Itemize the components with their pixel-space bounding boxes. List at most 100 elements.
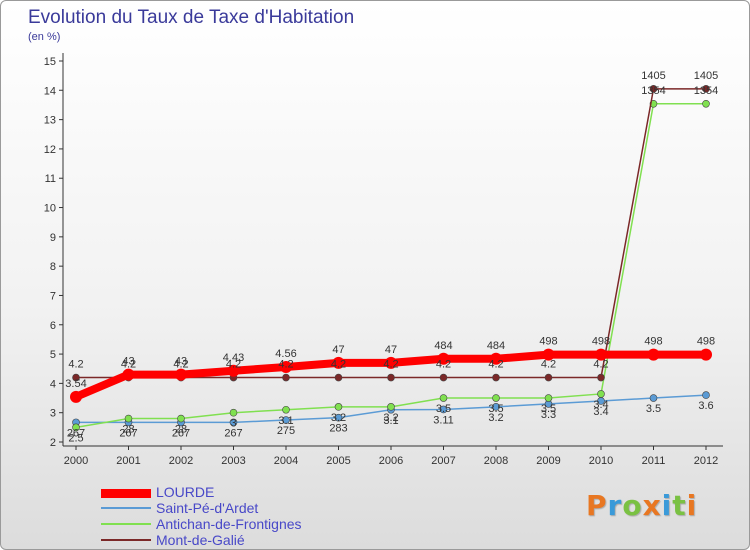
data-label: 47 [385, 344, 397, 356]
y-tick-label: 13 [44, 115, 56, 127]
data-point [492, 394, 500, 402]
y-tick-label: 4 [50, 378, 56, 390]
data-point [702, 99, 710, 108]
data-point [439, 405, 448, 414]
data-point [282, 405, 290, 414]
data-point [542, 348, 555, 361]
data-label: 4.56 [275, 348, 296, 360]
data-label: 4.2 [436, 359, 451, 371]
legend-label: Mont-de-Galié [156, 532, 245, 548]
data-point [282, 373, 290, 382]
data-label: 43 [175, 356, 187, 368]
data-point [492, 373, 500, 382]
data-label: 484 [434, 340, 452, 352]
legend-label: LOURDE [156, 484, 215, 500]
x-tick-label: 2010 [589, 455, 613, 467]
y-tick-label: 10 [44, 203, 56, 215]
x-tick-label: 2011 [642, 455, 666, 467]
data-label: 3.2 [488, 412, 503, 424]
legend-label: Antichan-de-Frontignes [156, 516, 302, 532]
data-label: 3.5 [436, 403, 451, 415]
data-label: 3.5 [646, 403, 661, 415]
y-tick-label: 3 [50, 408, 56, 420]
data-point [595, 348, 607, 361]
y-tick-label: 7 [50, 290, 56, 302]
data-point [387, 373, 395, 382]
data-point [544, 394, 553, 402]
data-point [490, 352, 502, 365]
x-tick-label: 2005 [326, 455, 350, 467]
data-point [334, 403, 343, 411]
data-label: 3.5 [541, 403, 556, 415]
data-label: 498 [697, 336, 715, 348]
data-point [334, 413, 343, 422]
data-label: 275 [277, 425, 295, 437]
data-point [72, 423, 80, 432]
data-point [597, 373, 605, 382]
logo-letter: i [686, 489, 698, 522]
data-label: 3.1 [383, 415, 398, 427]
data-label: 484 [487, 340, 505, 352]
data-label: 1354 [694, 85, 718, 97]
data-label: 2.5 [68, 432, 83, 444]
data-label: 1354 [641, 85, 665, 97]
data-point [437, 352, 450, 365]
y-tick-label: 5 [50, 349, 56, 361]
data-point [72, 373, 80, 382]
data-label: 3 [230, 418, 236, 430]
y-tick-label: 9 [50, 232, 56, 244]
logo-letter: i [661, 489, 673, 522]
data-label: 4.2 [593, 359, 608, 371]
data-label: 28 [175, 424, 187, 436]
data-point [702, 85, 710, 93]
data-label: 4.2 [173, 359, 188, 371]
data-point [700, 348, 712, 361]
x-tick-label: 2007 [431, 455, 455, 467]
data-label: 4.2 [331, 359, 346, 371]
data-label: 3.5 [488, 403, 503, 415]
legend-swatch [101, 507, 151, 509]
legend-swatch [101, 489, 151, 498]
data-label: 3.4 [593, 399, 608, 411]
data-point [387, 403, 395, 411]
legend-label: Saint-Pé-d'Ardet [156, 500, 259, 516]
data-label: 28 [122, 424, 134, 436]
proxiti-logo: Proxiti [586, 489, 697, 522]
data-point [334, 373, 343, 382]
logo-letter: P [586, 489, 608, 522]
data-point [227, 364, 240, 377]
data-label: 4.2 [121, 359, 136, 371]
logo-letter: r [607, 489, 623, 522]
data-label: 4.43 [223, 352, 244, 364]
y-tick-label: 8 [50, 261, 56, 273]
legend-swatch [101, 523, 151, 525]
logo-letter: o [622, 489, 643, 522]
data-label: 3.2 [331, 412, 346, 424]
data-label: 3.11 [433, 414, 454, 426]
data-label: 4.2 [383, 359, 398, 371]
x-tick-label: 2002 [169, 455, 193, 467]
x-tick-label: 2003 [221, 455, 245, 467]
x-tick-label: 2008 [484, 455, 508, 467]
x-tick-label: 2000 [64, 455, 88, 467]
y-tick-label: 2 [50, 437, 56, 449]
chart-title: Evolution du Taux de Taxe d'Habitation [28, 7, 355, 28]
data-label: 4.2 [488, 359, 503, 371]
y-tick-label: 15 [44, 56, 56, 68]
x-tick-label: 2009 [536, 455, 560, 467]
data-point [122, 368, 135, 381]
data-point [177, 414, 185, 423]
data-point [175, 368, 187, 381]
chart-subtitle: (en %) [28, 31, 61, 43]
data-label: 267 [224, 427, 242, 439]
logo-letter: x [642, 489, 662, 522]
x-tick-label: 2001 [116, 455, 140, 467]
data-label: 267 [172, 427, 190, 439]
legend-swatch [101, 539, 151, 541]
data-point [649, 394, 658, 402]
y-tick-label: 6 [50, 320, 56, 332]
y-tick-label: 12 [44, 144, 56, 156]
data-label: 1405 [641, 70, 665, 82]
